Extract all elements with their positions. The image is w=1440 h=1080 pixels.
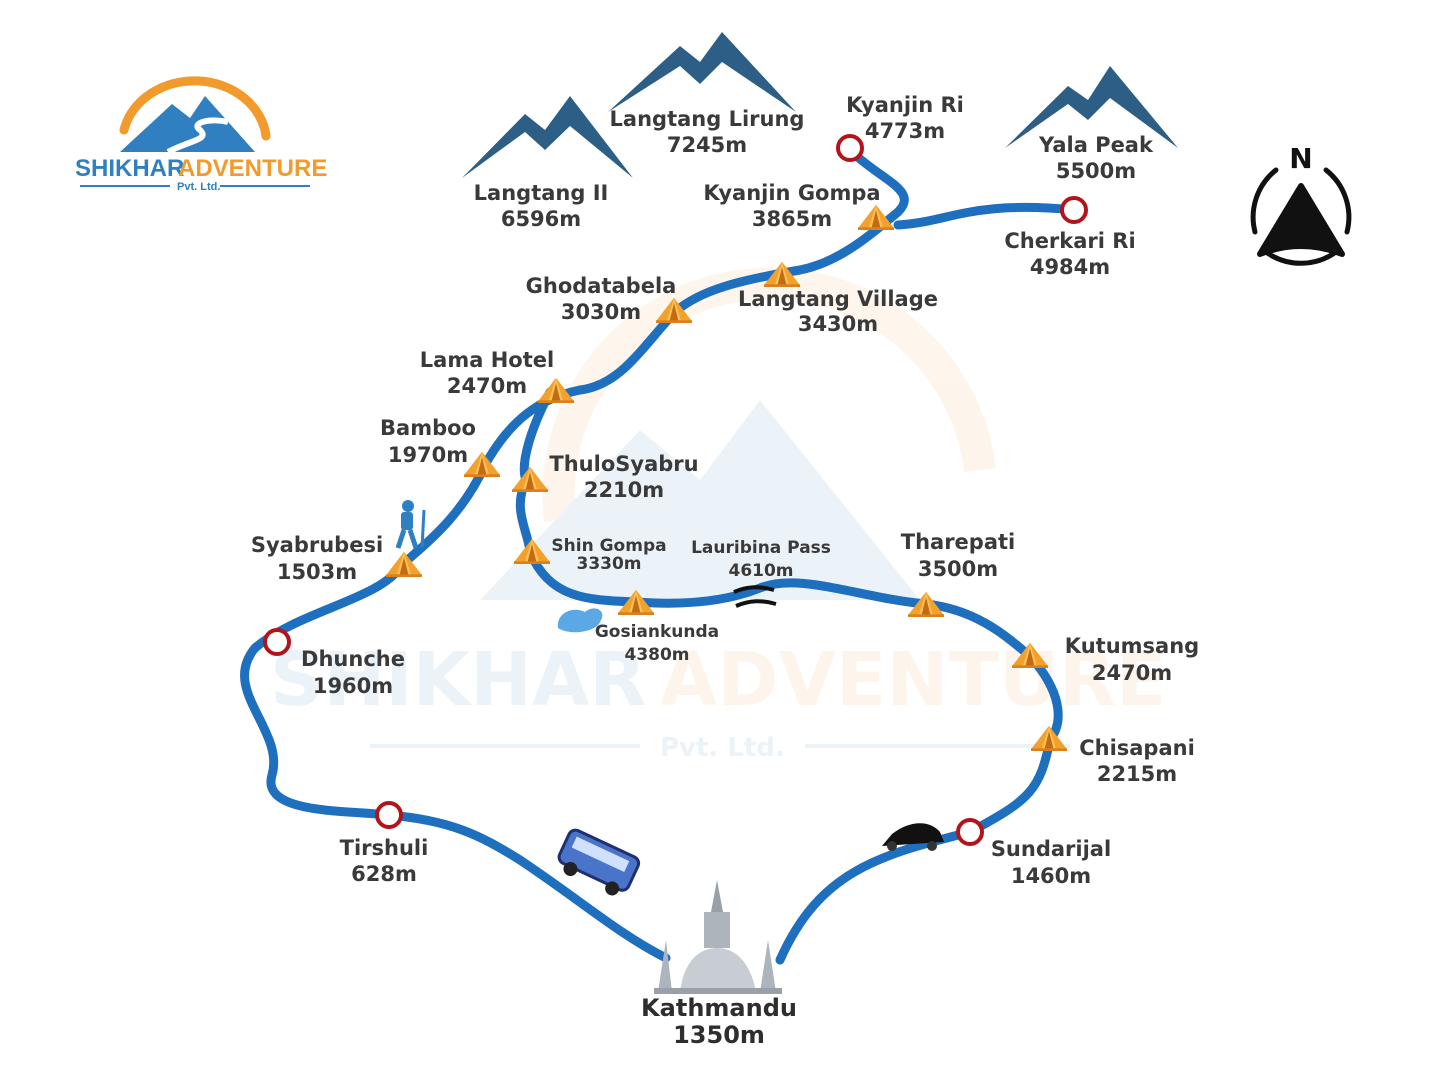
camp-name: Ghodatabela — [526, 274, 677, 298]
pass-name: Lauribina Pass — [691, 538, 831, 558]
viewpoint-labels: Kyanjin Ri 4773m Cherkari Ri 4984m Dhunc… — [301, 93, 1136, 888]
city-alt: 1350m — [673, 1021, 765, 1049]
watermark-sub: Pvt. Ltd. — [660, 733, 785, 763]
bus-icon — [557, 828, 641, 896]
camp-alt: 3330m — [576, 554, 641, 574]
mountain-icon-yala-peak — [1005, 66, 1178, 148]
pass-label: Lauribina Pass 4610m — [691, 538, 831, 581]
hiker-icon — [395, 500, 426, 549]
logo-title-b: ADVENTURE — [178, 155, 327, 182]
camp-alt: 3030m — [561, 300, 641, 324]
camp-alt: 2470m — [1092, 661, 1172, 685]
camp-name: Lama Hotel — [420, 348, 554, 372]
camp-name: Bamboo — [380, 416, 476, 440]
tent-icon-chisapani — [1031, 725, 1067, 751]
car-icon — [882, 823, 944, 851]
pass-icon — [733, 585, 777, 608]
peak-alt: 6596m — [501, 207, 581, 231]
camp-alt: 3430m — [798, 312, 878, 336]
peak-labels: Langtang II 6596m Langtang Lirung 7245m … — [474, 107, 1154, 231]
camp-labels: Kyanjin Gompa 3865m Langtang Village 343… — [251, 181, 1199, 786]
viewpoint-marker-tirshuli — [375, 801, 403, 829]
mountain-icon-langtang-ii — [462, 96, 633, 178]
viewpoint-alt: 1960m — [313, 674, 393, 698]
camp-name: Gosiankunda — [595, 622, 719, 642]
lake-icon — [557, 608, 603, 633]
watermark-title-a: SHIKHAR — [270, 637, 646, 723]
camp-alt: 2210m — [584, 478, 664, 502]
viewpoint-name: Kyanjin Ri — [846, 93, 964, 117]
camp-name: Tharepati — [901, 530, 1016, 554]
camp-name: Chisapani — [1079, 736, 1195, 760]
viewpoint-name: Tirshuli — [340, 836, 429, 860]
viewpoint-alt: 4773m — [865, 119, 945, 143]
logo-title-a: SHIKHAR — [75, 155, 184, 182]
viewpoint-marker-sundarijal — [956, 818, 984, 846]
peak-alt: 7245m — [667, 133, 747, 157]
peak-name: Langtang II — [474, 181, 609, 205]
viewpoint-name: Cherkari Ri — [1004, 229, 1135, 253]
camp-name: Syabrubesi — [251, 533, 383, 557]
viewpoint-marker-dhunche — [263, 628, 291, 656]
watermark: SHIKHAR ADVENTURE Pvt. Ltd. — [270, 267, 1167, 763]
viewpoint-alt: 4984m — [1030, 255, 1110, 279]
camp-alt: 3865m — [752, 207, 832, 231]
mountain-icon-langtang-lirung — [608, 32, 796, 112]
viewpoint-marker-kyanjin-ri — [836, 134, 864, 162]
camp-alt: 1503m — [277, 560, 357, 584]
viewpoint-alt: 1460m — [1011, 864, 1091, 888]
camp-alt: 2470m — [447, 374, 527, 398]
north-arrow-icon — [1257, 183, 1345, 257]
brand-logo: SHIKHAR ADVENTURE Pvt. Ltd. — [75, 76, 327, 193]
camp-name: ThuloSyabru — [549, 452, 698, 476]
viewpoint-markers — [263, 134, 1088, 846]
viewpoint-name: Dhunche — [301, 647, 405, 671]
camp-alt: 4380m — [624, 645, 689, 665]
compass-letter: N — [1289, 142, 1312, 175]
camp-name: Langtang Village — [738, 287, 938, 311]
viewpoint-marker-cherkari-ri — [1060, 196, 1088, 224]
stupa-icon — [654, 880, 782, 994]
camp-name: Kyanjin Gompa — [703, 181, 880, 205]
camp-alt: 1970m — [388, 443, 468, 467]
watermark-title-b: ADVENTURE — [660, 637, 1167, 723]
peak-alt: 5500m — [1056, 159, 1136, 183]
logo-sub: Pvt. Ltd. — [177, 181, 220, 193]
compass: N — [1250, 142, 1352, 266]
camp-alt: 3500m — [918, 557, 998, 581]
camp-name: Kutumsang — [1065, 634, 1199, 658]
city-name: Kathmandu — [641, 994, 797, 1022]
peak-name: Yala Peak — [1038, 133, 1154, 157]
peak-name: Langtang Lirung — [610, 107, 805, 131]
tent-icon-thulosyabru — [512, 466, 548, 492]
city-label: Kathmandu 1350m — [641, 994, 797, 1049]
camp-name: Shin Gompa — [551, 536, 666, 556]
viewpoint-alt: 628m — [351, 862, 417, 886]
pass-alt: 4610m — [728, 561, 793, 581]
camp-alt: 2215m — [1097, 762, 1177, 786]
viewpoint-name: Sundarijal — [991, 837, 1111, 861]
